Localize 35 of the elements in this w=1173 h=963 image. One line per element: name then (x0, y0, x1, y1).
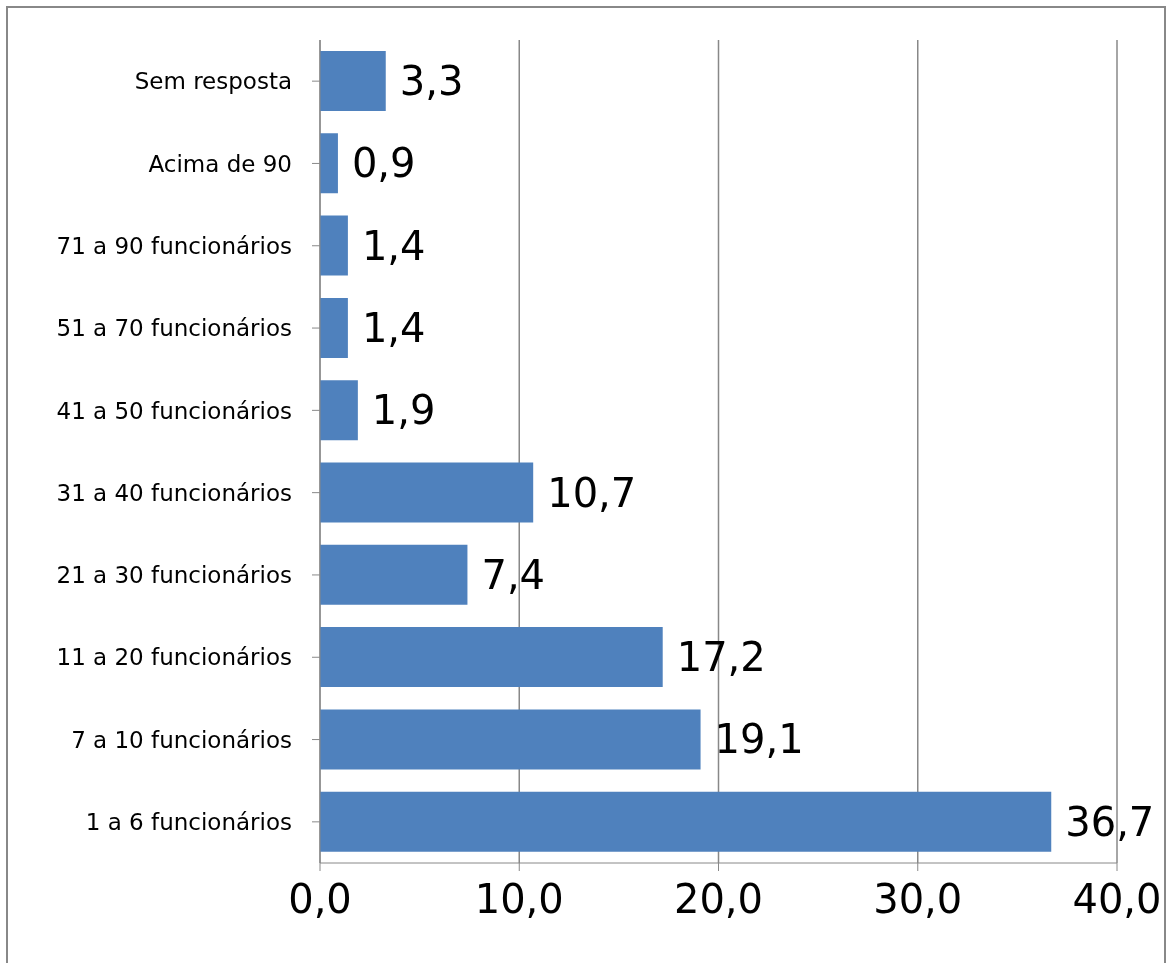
x-tick-label: 10,0 (474, 876, 564, 923)
bar (320, 462, 534, 523)
y-tick-label: 7 a 10 funcionários (71, 726, 292, 753)
y-tick-label: 31 a 40 funcionários (56, 479, 292, 506)
x-tick-label: 30,0 (873, 876, 963, 923)
bar (320, 627, 663, 688)
data-label: 10,7 (547, 469, 637, 516)
x-tick-label: 40,0 (1072, 876, 1162, 923)
x-tick-label: 0,0 (288, 876, 352, 923)
bar (320, 709, 701, 770)
bar (320, 791, 1052, 852)
y-tick-label: 41 a 50 funcionários (56, 397, 292, 424)
data-label: 0,9 (351, 140, 416, 187)
bar (320, 133, 338, 194)
data-label: 36,7 (1065, 798, 1155, 845)
y-tick-label: Acima de 90 (148, 150, 292, 177)
y-tick-label: 1 a 6 funcionários (85, 809, 292, 836)
bar (320, 544, 468, 605)
y-tick-label: Sem resposta (134, 68, 292, 95)
data-label: 1,4 (361, 304, 426, 351)
bar (320, 215, 348, 276)
y-tick-label: 21 a 30 funcionários (56, 562, 292, 589)
bar (320, 297, 348, 358)
y-tick-label: 51 a 70 funcionários (56, 315, 292, 342)
data-label: 17,2 (676, 634, 766, 681)
data-label: 1,4 (361, 222, 426, 269)
data-label: 3,3 (399, 58, 464, 104)
bar (320, 51, 386, 111)
x-tick-label: 20,0 (673, 876, 764, 923)
y-tick-label: 11 a 20 funcionários (56, 644, 292, 671)
y-tick-label: 71 a 90 funcionários (56, 232, 292, 259)
data-label: 1,9 (371, 387, 436, 434)
bar (320, 380, 358, 441)
data-label: 19,1 (714, 716, 804, 763)
data-label: 7,4 (481, 551, 546, 598)
